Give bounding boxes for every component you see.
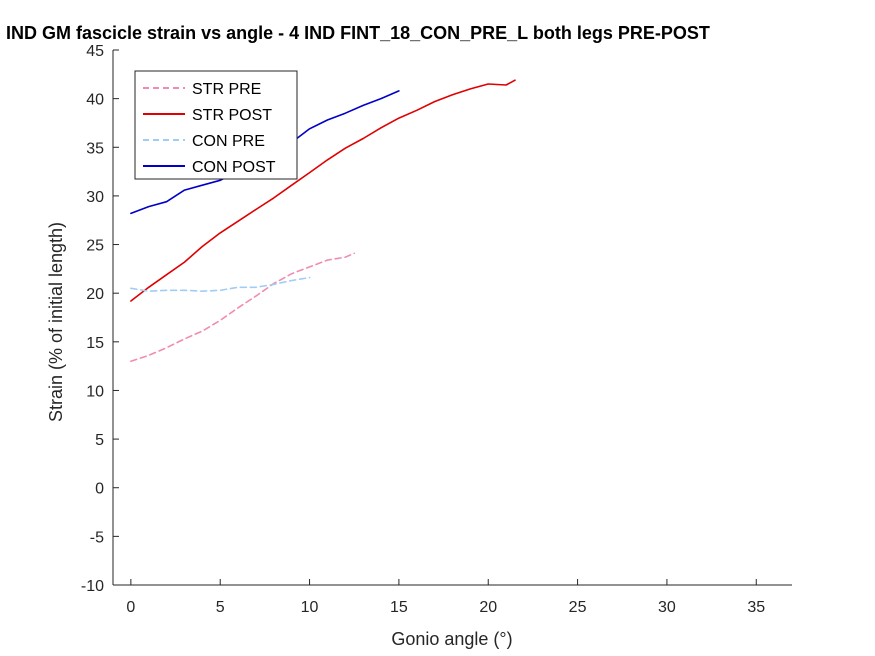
legend-items: STR PRE STR POST CON PRE CON POST: [143, 81, 276, 176]
legend-label: CON POST: [192, 159, 276, 176]
y-tick-label: 10: [86, 383, 104, 400]
series-line-str-pre: [130, 252, 356, 363]
y-tick-label: -5: [90, 529, 104, 546]
legend-box: [134, 70, 298, 180]
y-tick-label: 15: [86, 335, 104, 352]
x-tick-label: 20: [479, 599, 497, 616]
x-tick-label: 10: [301, 599, 319, 616]
y-ticks: -10 -5 0 5 10 15 20 25 30 35 40 45: [81, 43, 119, 595]
legend-label: STR POST: [192, 107, 272, 124]
series-line-str-post: [130, 79, 516, 302]
x-axis-label: Gonio angle (°): [391, 629, 512, 649]
x-tick-label: 15: [390, 599, 408, 616]
legend-label: STR PRE: [192, 81, 261, 98]
y-tick-label: 20: [86, 286, 104, 303]
y-tick-label: 35: [86, 140, 104, 157]
x-tick-label: 5: [216, 599, 225, 616]
legend: STR PRE STR POST CON PRE CON POST: [134, 70, 298, 180]
y-tick-label: 25: [86, 238, 104, 255]
legend-label: CON PRE: [192, 133, 265, 150]
y-tick-label: 30: [86, 189, 104, 206]
x-tick-label: 30: [658, 599, 676, 616]
chart-title: IND GM fascicle strain vs angle - 4 IND …: [6, 23, 710, 43]
y-tick-label: 45: [86, 43, 104, 60]
x-tick-label: 35: [747, 599, 765, 616]
series-layer: [130, 79, 516, 363]
y-tick-label: -10: [81, 578, 104, 595]
y-tick-label: 40: [86, 92, 104, 109]
x-tick-label: 0: [126, 599, 135, 616]
y-tick-label: 0: [95, 481, 104, 498]
x-ticks: 0 5 10 15 20 25 30 35: [126, 579, 765, 616]
y-axis-label: Strain (% of initial length): [46, 222, 66, 422]
x-tick-label: 25: [569, 599, 587, 616]
y-tick-label: 5: [95, 432, 104, 449]
series-line-con-pre: [130, 276, 311, 293]
